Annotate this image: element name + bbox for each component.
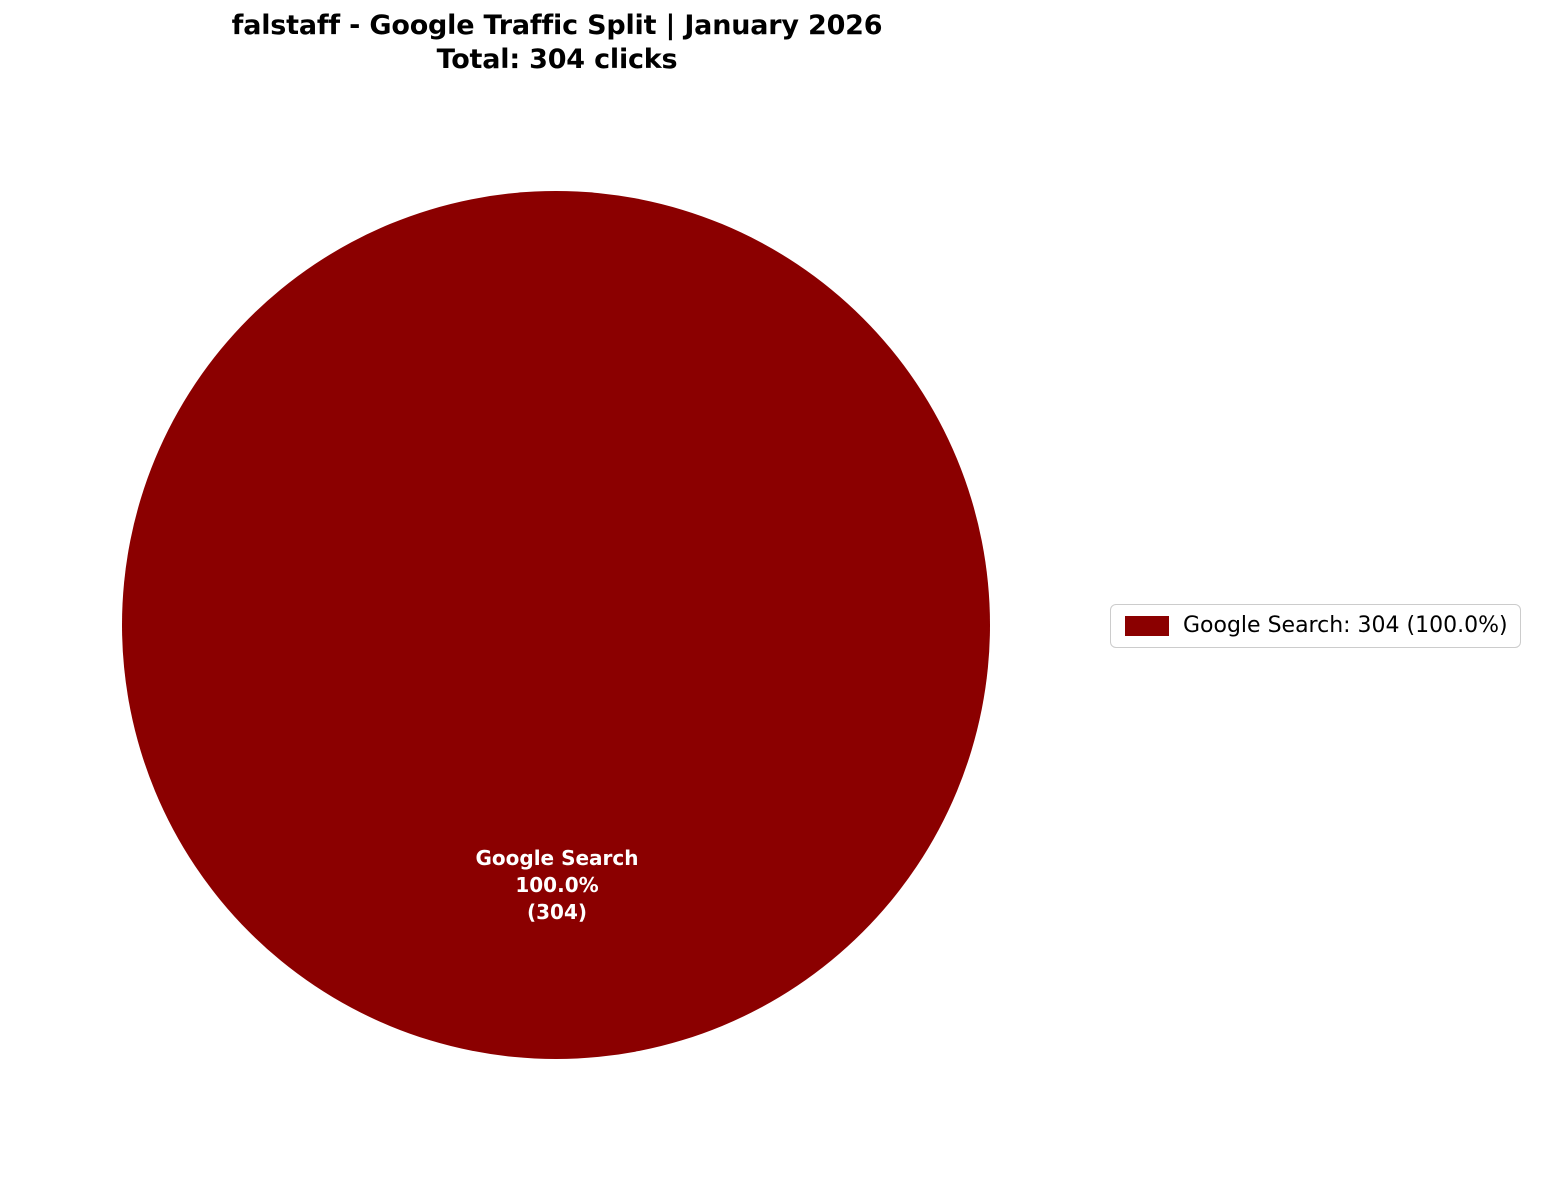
chart-title-line-1: falstaff - Google Traffic Split | Januar… (231, 10, 883, 41)
chart-title: falstaff - Google Traffic Split | Januar… (0, 9, 1114, 77)
pie-slice-label-name: Google Search (475, 846, 639, 870)
chart-title-line-2: Total: 304 clicks (436, 44, 678, 75)
pie-slice-google-search[interactable] (122, 191, 990, 1059)
chart-legend: Google Search: 304 (100.0%) (1110, 604, 1521, 648)
pie-slice-label-percent: 100.0% (515, 873, 599, 897)
legend-item-label: Google Search: 304 (100.0%) (1183, 613, 1508, 638)
legend-color-swatch-icon (1125, 616, 1169, 636)
pie-slice-label-google-search: Google Search 100.0% (304) (357, 845, 757, 926)
legend-item-google-search[interactable]: Google Search: 304 (100.0%) (1125, 613, 1508, 639)
pie-plot-area: Google Search 100.0% (304) (122, 191, 990, 1059)
pie-slice-label-count: (304) (526, 900, 588, 924)
